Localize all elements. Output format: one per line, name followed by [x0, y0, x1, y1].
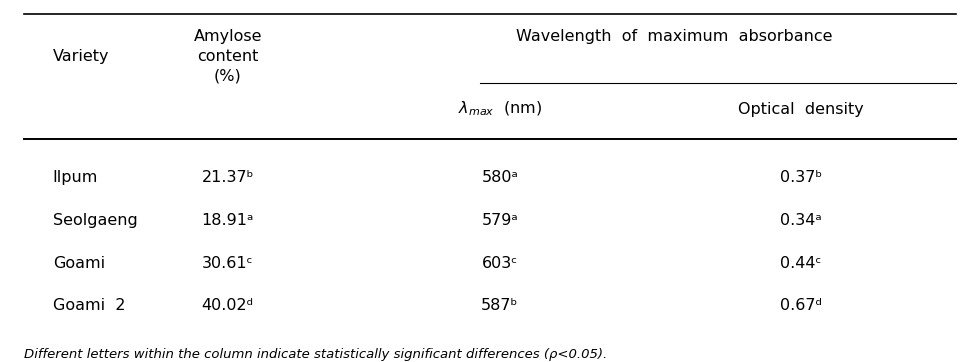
Text: 0.37ᵇ: 0.37ᵇ [780, 171, 822, 185]
Text: Seolgaeng: Seolgaeng [53, 213, 137, 228]
Text: Goami  2: Goami 2 [53, 298, 125, 313]
Text: 579ᵃ: 579ᵃ [481, 213, 518, 228]
Text: 0.34ᵃ: 0.34ᵃ [780, 213, 822, 228]
Text: 30.61ᶜ: 30.61ᶜ [202, 256, 254, 270]
Text: Amylose
content
(%): Amylose content (%) [193, 29, 262, 84]
Text: 603ᶜ: 603ᶜ [481, 256, 517, 270]
Text: 21.37ᵇ: 21.37ᵇ [202, 171, 254, 185]
Text: Goami: Goami [53, 256, 105, 270]
Text: Ilpum: Ilpum [53, 171, 98, 185]
Text: Optical  density: Optical density [738, 101, 863, 117]
Text: Variety: Variety [53, 49, 109, 64]
Text: $\lambda_{max}$  (nm): $\lambda_{max}$ (nm) [458, 100, 542, 118]
Text: 580ᵃ: 580ᵃ [481, 171, 518, 185]
Text: Different letters within the column indicate statistically significant differenc: Different letters within the column indi… [24, 348, 607, 361]
Text: 587ᵇ: 587ᵇ [481, 298, 518, 313]
Text: 40.02ᵈ: 40.02ᵈ [202, 298, 254, 313]
Text: 0.44ᶜ: 0.44ᶜ [780, 256, 821, 270]
Text: 0.67ᵈ: 0.67ᵈ [780, 298, 822, 313]
Text: 18.91ᵃ: 18.91ᵃ [202, 213, 254, 228]
Text: Wavelength  of  maximum  absorbance: Wavelength of maximum absorbance [516, 29, 833, 45]
